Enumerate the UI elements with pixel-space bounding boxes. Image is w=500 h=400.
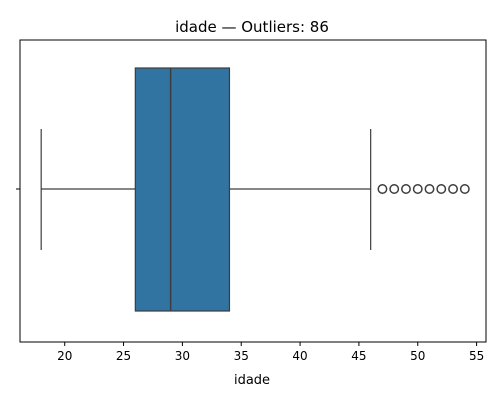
x-tick-label: 50: [410, 349, 425, 363]
x-tick-label: 40: [292, 349, 307, 363]
x-tick-label: 30: [175, 349, 190, 363]
x-axis-ticks: 20 25 30 35 40 45 50 55: [57, 342, 484, 363]
plot-frame: [19, 39, 487, 343]
x-tick-label: 25: [116, 349, 131, 363]
iqr-box: [134, 67, 231, 312]
outlier-point: [424, 184, 435, 194]
x-axis-label: idade: [234, 373, 270, 388]
outlier-point: [401, 184, 411, 194]
outlier-point: [459, 184, 470, 194]
outlier-point: [389, 184, 400, 194]
outlier-point: [448, 184, 459, 194]
outlier-layer: [377, 184, 470, 194]
outlier-point: [436, 184, 447, 194]
x-tick-label: 55: [469, 349, 484, 363]
box-layer: [40, 67, 372, 312]
chart-title: idade — Outliers: 86: [175, 18, 329, 36]
outlier-point: [412, 184, 423, 194]
x-tick-label: 20: [57, 349, 72, 363]
x-tick-label: 35: [234, 349, 249, 363]
x-tick-label: 45: [351, 349, 366, 363]
outlier-point: [377, 184, 388, 194]
